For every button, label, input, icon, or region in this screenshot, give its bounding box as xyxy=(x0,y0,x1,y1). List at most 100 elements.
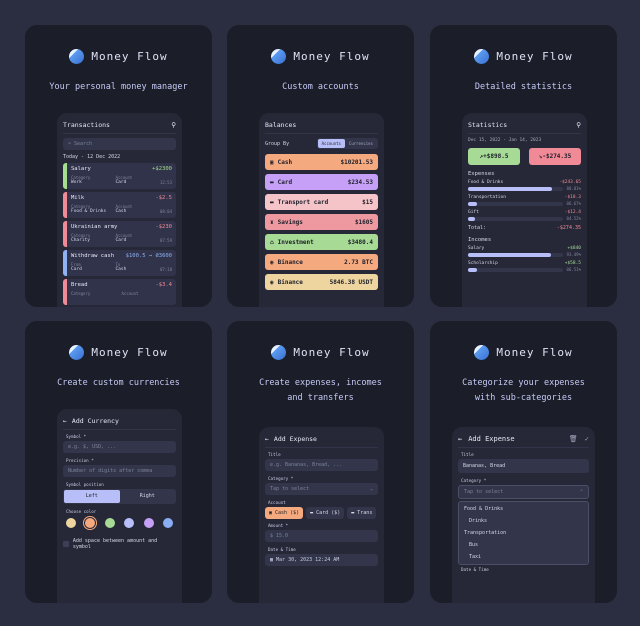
account-balance: 5846.38 USDT xyxy=(329,278,373,286)
seg-accounts[interactable]: Accounts xyxy=(317,139,345,148)
account-balance: $10201.53 xyxy=(340,158,373,166)
title-input[interactable]: e.g. Bananas, Bread, ... xyxy=(265,459,378,471)
filter-icon[interactable]: ⚲ xyxy=(171,121,176,129)
account-item[interactable]: ▬ Transport card $15 xyxy=(265,194,378,210)
stat-name: Gift xyxy=(468,210,479,215)
stat-row[interactable]: Transportation -$18.3 06.67% xyxy=(468,195,581,207)
brand: Money Flow xyxy=(430,49,617,64)
type-indicator xyxy=(63,221,67,247)
brand: Money Flow xyxy=(227,345,414,360)
brand-name: Money Flow xyxy=(293,346,370,359)
category-placeholder: Tap to select xyxy=(270,486,310,492)
amount-input[interactable]: $ 15.0 xyxy=(265,530,378,542)
category-label: Category * xyxy=(461,478,487,483)
stat-percent: 06.51% xyxy=(566,267,581,272)
color-swatch[interactable] xyxy=(104,518,115,528)
color-swatch[interactable] xyxy=(66,518,76,528)
caption: Detailed statistics xyxy=(474,82,573,92)
account-name: Binance xyxy=(277,278,303,286)
filter-icon[interactable]: ⚲ xyxy=(576,121,581,129)
transaction-item[interactable]: Milk -$2.5 Category Food & Drinks Account C… xyxy=(63,192,176,218)
seg-currencies[interactable]: Currencies xyxy=(348,141,373,146)
category-select[interactable]: Tap to select ⌄ xyxy=(265,483,378,495)
space-checkbox[interactable] xyxy=(63,541,69,547)
transaction-item[interactable]: Salary +$2300 Category Work Account Card 12… xyxy=(63,163,176,189)
account-item[interactable]: ◉ Binance 2.73 BTC xyxy=(265,254,378,270)
stat-row[interactable]: Food & Drinks -$243.65 88.81% xyxy=(468,180,581,192)
account-balance: 2.73 BTC xyxy=(344,258,373,266)
account-icon: ▣ xyxy=(270,158,274,166)
chip-label: Cash ($) xyxy=(275,510,300,516)
field-label: Category xyxy=(71,233,91,238)
position-toggle[interactable]: Left Right xyxy=(63,489,176,504)
account-balance: $15 xyxy=(362,198,373,206)
account-name: Binance xyxy=(277,258,303,266)
stat-row[interactable]: Gift -$12.4 04.52% xyxy=(468,210,581,222)
stat-progress xyxy=(468,253,563,257)
chip-label: Card ($) xyxy=(316,510,341,516)
category-select[interactable]: Tap to select ⌃ xyxy=(458,485,589,499)
delete-icon[interactable]: 🗑 xyxy=(568,435,578,443)
account-item[interactable]: ⌂ Investment $3480.4 xyxy=(265,234,378,250)
back-arrow-icon[interactable]: ← xyxy=(265,435,269,443)
field-label: Account xyxy=(115,175,133,180)
logo-icon xyxy=(69,345,85,360)
incomes-heading: Incomes xyxy=(468,237,492,243)
account-chip-transport[interactable]: ▬ Trans xyxy=(347,507,377,519)
caption: Your personal money manager xyxy=(49,82,188,92)
category-option[interactable]: Transportation xyxy=(464,530,507,536)
position-left[interactable]: Left xyxy=(64,490,120,503)
category-option[interactable]: Drinks xyxy=(469,518,488,524)
group-by-toggle[interactable]: Accounts Currencies xyxy=(316,138,378,149)
brand: Money Flow xyxy=(25,345,212,360)
back-arrow-icon[interactable]: ← xyxy=(63,417,67,425)
color-swatch[interactable] xyxy=(124,518,135,528)
amount-label: Amount * xyxy=(268,523,289,528)
color-swatch[interactable] xyxy=(162,518,173,528)
field-label: Category xyxy=(71,291,91,296)
brand: Money Flow xyxy=(227,49,414,64)
category-option[interactable]: Food & Drinks xyxy=(464,506,504,512)
stat-row[interactable]: Salary +$840 93.49% xyxy=(468,246,581,258)
transaction-title: Withdraw cash xyxy=(71,253,115,259)
account-item[interactable]: ◉ Binance 5846.38 USDT xyxy=(265,274,378,290)
account-item[interactable]: ♜ Savings $1605 xyxy=(265,214,378,230)
search-input[interactable]: ⌕ Search xyxy=(63,138,176,150)
brand-name: Money Flow xyxy=(91,50,168,63)
stat-progress-fill xyxy=(468,187,552,191)
account-chip-card[interactable]: ▬ Card ($) xyxy=(306,507,345,519)
account-icon: ♜ xyxy=(270,218,274,226)
account-chip-cash[interactable]: ▣ Cash ($) xyxy=(265,507,304,519)
category-dropdown: Food & Drinks Drinks Transportation Bus Taxi xyxy=(458,501,589,565)
precision-input[interactable]: Number of digits after comma xyxy=(63,465,176,477)
back-arrow-icon[interactable]: ← xyxy=(458,435,463,443)
search-icon: ⌕ xyxy=(68,141,75,147)
screen-title: Balances xyxy=(265,121,297,129)
symbol-input[interactable]: e.g. $, USD, ... xyxy=(63,441,176,453)
chip-label: Trans xyxy=(357,510,373,516)
check-icon[interactable]: ✓ xyxy=(584,435,589,443)
stat-progress xyxy=(468,202,563,206)
screen-title: Add Expense xyxy=(468,435,515,443)
date-range[interactable]: Dec 15, 2022 - Jan 14, 2023 xyxy=(468,138,542,143)
color-swatch[interactable] xyxy=(85,518,96,528)
transaction-time: 07:18 xyxy=(159,267,172,272)
transaction-item[interactable]: Ukrainian army -$230 Category Charity Acco… xyxy=(63,221,176,247)
brand: Money Flow xyxy=(430,345,617,360)
color-label: Choose color xyxy=(66,509,97,514)
category-option[interactable]: Bus xyxy=(469,542,479,548)
account-item[interactable]: ▬ Card $234.53 xyxy=(265,174,378,190)
transaction-title: Ukrainian army xyxy=(71,224,118,230)
stat-percent: 04.52% xyxy=(566,216,581,221)
caption-line-1: Categorize your expenses xyxy=(462,378,585,388)
color-swatch[interactable] xyxy=(143,518,154,528)
date-input[interactable]: ▦ Mar 30, 2023 12:24 AM xyxy=(265,554,378,566)
transaction-item[interactable]: Bread -$3.4 Category Account xyxy=(63,279,176,305)
position-right[interactable]: Right xyxy=(139,493,155,499)
category-option[interactable]: Taxi xyxy=(469,554,482,560)
transaction-time: 08:04 xyxy=(159,209,172,214)
transaction-item[interactable]: Withdraw cash $100.5 → ₴3600 From Card To C… xyxy=(63,250,176,276)
title-input[interactable]: Bananas, Bread xyxy=(458,459,589,473)
account-item[interactable]: ▣ Cash $10201.53 xyxy=(265,154,378,170)
stat-row[interactable]: Scholarship +$58.5 06.51% xyxy=(468,261,581,273)
